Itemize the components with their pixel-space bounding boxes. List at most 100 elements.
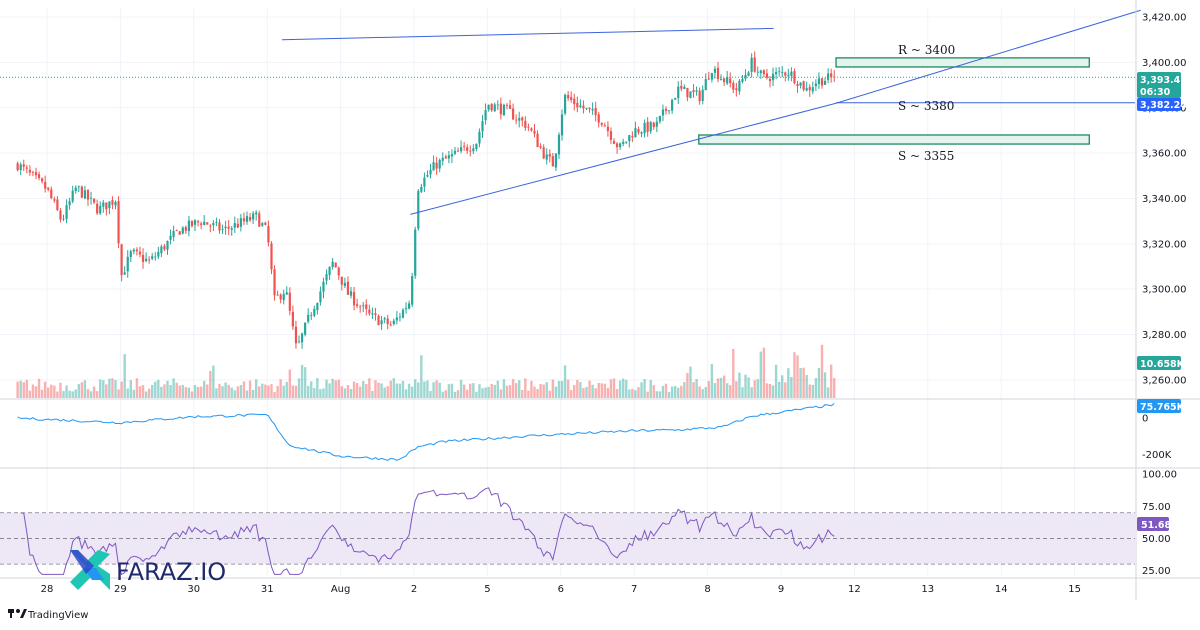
candle[interactable] — [493, 102, 496, 113]
candle[interactable] — [196, 219, 200, 227]
candle[interactable] — [258, 210, 261, 227]
candle[interactable] — [426, 170, 429, 178]
candle[interactable] — [600, 122, 603, 127]
candle[interactable] — [444, 154, 447, 159]
candle[interactable] — [521, 116, 524, 127]
candle[interactable] — [261, 222, 264, 228]
candle[interactable] — [698, 87, 701, 105]
candle[interactable] — [77, 185, 80, 193]
candle[interactable] — [432, 155, 435, 171]
candle[interactable] — [166, 240, 169, 255]
candle[interactable] — [343, 277, 346, 289]
candle[interactable] — [414, 226, 417, 279]
candle[interactable] — [738, 78, 741, 95]
candle[interactable] — [248, 212, 252, 222]
candle[interactable] — [242, 212, 246, 226]
candle[interactable] — [658, 115, 661, 124]
candle[interactable] — [92, 198, 96, 205]
candle[interactable] — [817, 72, 821, 89]
candle[interactable] — [154, 252, 157, 261]
candle[interactable] — [233, 216, 236, 234]
candle[interactable] — [392, 318, 395, 326]
candle[interactable] — [609, 127, 613, 145]
candle[interactable] — [496, 100, 499, 111]
candle[interactable] — [129, 249, 132, 263]
candle[interactable] — [34, 167, 38, 180]
candle[interactable] — [359, 304, 362, 313]
candle[interactable] — [811, 81, 814, 95]
channel-upper[interactable] — [281, 27, 774, 41]
candle[interactable] — [279, 293, 282, 304]
candle[interactable] — [352, 287, 356, 311]
candle[interactable] — [438, 158, 441, 173]
candle[interactable] — [307, 308, 310, 324]
candle[interactable] — [441, 152, 444, 166]
candle[interactable] — [490, 103, 493, 112]
candle[interactable] — [59, 208, 62, 223]
candle[interactable] — [340, 276, 343, 291]
candle[interactable] — [209, 224, 212, 233]
candle[interactable] — [750, 53, 753, 78]
candle[interactable] — [551, 152, 554, 167]
candle[interactable] — [661, 104, 665, 122]
candle[interactable] — [680, 80, 683, 92]
candle[interactable] — [181, 226, 184, 235]
candle[interactable] — [756, 66, 759, 77]
candle[interactable] — [646, 117, 649, 137]
candle[interactable] — [89, 191, 93, 205]
candle[interactable] — [619, 142, 622, 150]
candle[interactable] — [31, 170, 35, 177]
candle[interactable] — [200, 221, 203, 230]
candle[interactable] — [212, 220, 215, 231]
candle[interactable] — [22, 159, 25, 172]
candle[interactable] — [808, 84, 811, 97]
candle[interactable] — [423, 172, 426, 193]
candle[interactable] — [285, 286, 288, 295]
candle[interactable] — [111, 196, 114, 210]
candle[interactable] — [236, 218, 239, 229]
candle[interactable] — [404, 302, 408, 314]
candle[interactable] — [484, 103, 487, 125]
candle[interactable] — [502, 103, 506, 116]
candle[interactable] — [530, 127, 533, 132]
candle[interactable] — [591, 102, 594, 115]
candle[interactable] — [585, 107, 588, 111]
candle[interactable] — [707, 71, 710, 81]
candle[interactable] — [169, 229, 172, 245]
support-zone[interactable] — [698, 134, 1090, 145]
candle[interactable] — [603, 122, 606, 127]
candle[interactable] — [267, 220, 270, 247]
candle[interactable] — [597, 111, 600, 128]
candle[interactable] — [781, 66, 784, 78]
candle[interactable] — [401, 308, 405, 319]
candle[interactable] — [615, 142, 619, 154]
candle[interactable] — [515, 114, 518, 125]
candle[interactable] — [674, 97, 677, 100]
candle[interactable] — [820, 77, 824, 89]
candle[interactable] — [297, 335, 301, 344]
candle[interactable] — [762, 69, 765, 78]
candle[interactable] — [671, 98, 674, 114]
candle[interactable] — [273, 265, 276, 301]
candle[interactable] — [567, 90, 570, 101]
candle[interactable] — [135, 247, 139, 256]
candle[interactable] — [117, 196, 120, 249]
candle[interactable] — [114, 200, 117, 210]
candle[interactable] — [44, 175, 47, 193]
candle[interactable] — [380, 316, 383, 331]
candle[interactable] — [826, 68, 830, 84]
candle[interactable] — [86, 189, 90, 206]
candle[interactable] — [163, 243, 166, 252]
candle[interactable] — [463, 142, 466, 151]
candle[interactable] — [478, 128, 481, 148]
candle[interactable] — [667, 110, 671, 115]
candle[interactable] — [701, 85, 704, 105]
candle[interactable] — [68, 197, 71, 210]
candle[interactable] — [723, 77, 726, 86]
candle[interactable] — [505, 103, 509, 110]
candle[interactable] — [187, 215, 191, 237]
candle[interactable] — [270, 241, 273, 275]
candle[interactable] — [365, 299, 368, 316]
candle[interactable] — [771, 67, 775, 87]
candle[interactable] — [80, 185, 83, 199]
